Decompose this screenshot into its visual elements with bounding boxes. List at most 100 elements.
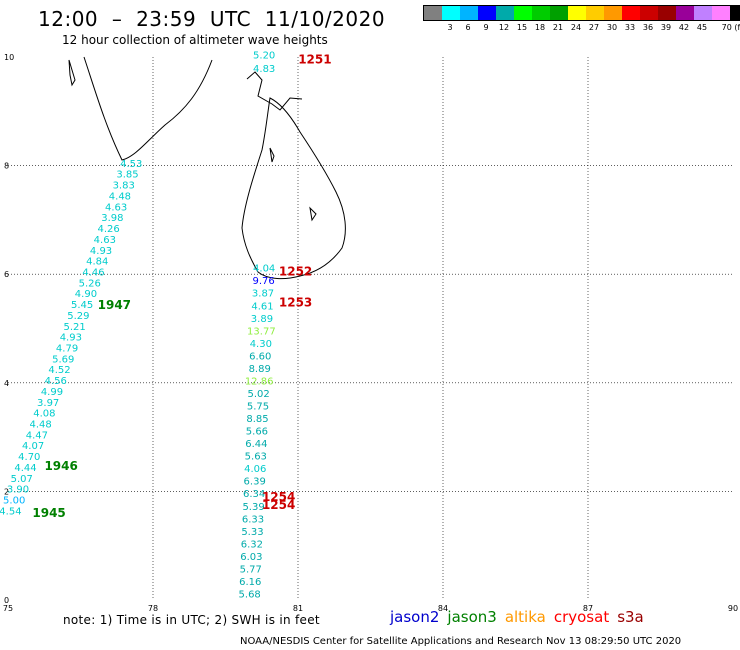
wave-height-value: 5.66 (246, 427, 268, 438)
credit-line: NOAA/NESDIS Center for Satellite Applica… (240, 636, 682, 647)
wave-height-value: 4.26 (97, 224, 119, 235)
legend-swatch (676, 6, 694, 20)
legend-swatch (532, 6, 550, 20)
wave-height-value: 5.20 (253, 50, 275, 61)
legend-label: 36 (642, 23, 654, 32)
wave-height-value: 5.26 (79, 278, 101, 289)
legend-swatch (694, 6, 712, 20)
wave-height-value: 4.93 (60, 333, 82, 344)
wave-height-value: 3.98 (101, 213, 123, 224)
wave-height-value: 4.70 (18, 452, 40, 463)
wave-height-value: 4.79 (56, 344, 78, 355)
wave-height-value: 4.63 (105, 202, 127, 213)
satellite-s3a: s3a (617, 608, 644, 626)
wave-height-value: 6.39 (244, 477, 266, 488)
axis-tick-labels: 75 78 81 84 87 90 10 8 6 4 2 0 (3, 53, 738, 613)
wave-height-value: 4.84 (86, 257, 108, 268)
legend-label: 33 (624, 23, 636, 32)
legend-label: 24 (570, 23, 582, 32)
legend-label: 15 (516, 23, 528, 32)
legend-swatch (622, 6, 640, 20)
wave-height-value: 5.63 (245, 452, 267, 463)
legend-label: 39 (660, 23, 672, 32)
wave-height-value: 5.69 (52, 354, 74, 365)
wave-height-value: 4.63 (94, 235, 116, 246)
legend-swatches (423, 5, 740, 21)
legend-label: 27 (588, 23, 600, 32)
wave-height-value: 4.04 (253, 264, 275, 275)
wave-height-value: 4.48 (109, 191, 131, 202)
wave-height-value: 4.53 (120, 159, 142, 170)
altimeter-tracks: 4.533.853.834.484.633.984.264.634.934.84… (0, 50, 276, 600)
pass-time-label: 1945 (32, 506, 65, 520)
legend-swatch (550, 6, 568, 20)
wave-height-value: 4.08 (33, 409, 55, 420)
wave-height-value: 12.86 (245, 376, 274, 387)
satellite-altika: altika (504, 608, 546, 626)
wave-height-value: 4.83 (253, 64, 275, 75)
island-fragment (269, 147, 317, 222)
wave-height-value: 3.87 (252, 289, 274, 300)
wave-height-value: 5.77 (240, 564, 262, 575)
legend-label: 42 (678, 23, 690, 32)
y-tick-label: 6 (4, 270, 9, 279)
wave-height-value: 5.68 (239, 589, 261, 600)
maldives-fragment (68, 59, 76, 87)
wave-height-value: 4.06 (244, 464, 266, 475)
wave-height-value: 6.16 (239, 577, 261, 588)
wave-height-value: 4.07 (22, 441, 44, 452)
wave-height-value: 5.75 (247, 402, 269, 413)
wave-height-value: 3.83 (113, 181, 135, 192)
wave-height-value: 4.30 (250, 339, 272, 350)
wave-height-value: 6.32 (241, 539, 263, 550)
legend-swatch (496, 6, 514, 20)
wave-height-value: 4.90 (75, 289, 97, 300)
legend-swatch (586, 6, 604, 20)
wave-height-value: 3.89 (251, 314, 273, 325)
legend-swatch (658, 6, 676, 20)
satellite-cryosat: cryosat (553, 608, 610, 626)
wave-height-value: 6.44 (245, 439, 267, 450)
wave-height-value: 5.02 (247, 389, 269, 400)
legend-label: 9 (483, 23, 489, 32)
wave-height-value: 5.07 (11, 474, 33, 485)
wave-height-value: 4.61 (251, 301, 273, 312)
wave-height-value: 6.34 (243, 489, 265, 500)
legend-swatch (478, 6, 496, 20)
pass-time-label: 1252 (279, 264, 312, 278)
legend-swatch (730, 6, 740, 20)
legend-label: 30 (606, 23, 618, 32)
wave-height-value: 4.44 (14, 463, 36, 474)
pass-time-label: 1254 (262, 498, 295, 512)
legend-swatch (442, 6, 460, 20)
legend-label: 45 (696, 23, 708, 32)
grid-lines (8, 57, 733, 600)
y-tick-label: 0 (4, 596, 9, 605)
pass-time-label: 1253 (279, 295, 312, 309)
wave-height-value: 4.99 (41, 387, 63, 398)
legend-swatch (568, 6, 586, 20)
wave-height-value: 4.56 (45, 376, 67, 387)
sri-lanka-outline (241, 97, 346, 280)
wave-height-value: 5.33 (241, 527, 263, 538)
wave-height-value: 8.85 (246, 414, 268, 425)
pass-time-label: 1947 (98, 298, 131, 312)
x-tick-label: 81 (293, 604, 303, 613)
wave-height-value: 4.46 (82, 267, 104, 278)
legend-label: 18 (534, 23, 546, 32)
legend-swatch (604, 6, 622, 20)
x-tick-label: 78 (148, 604, 158, 613)
wave-height-value: 3.90 (7, 485, 29, 496)
wave-height-value: 4.47 (26, 430, 48, 441)
wave-height-value: 6.60 (249, 351, 271, 362)
wave-height-value: 9.76 (252, 276, 274, 287)
legend-swatch (712, 6, 730, 20)
satellite-jason3: jason3 (447, 608, 497, 626)
legend-swatch (640, 6, 658, 20)
y-tick-label: 4 (4, 379, 9, 388)
wave-height-value: 3.85 (116, 170, 138, 181)
